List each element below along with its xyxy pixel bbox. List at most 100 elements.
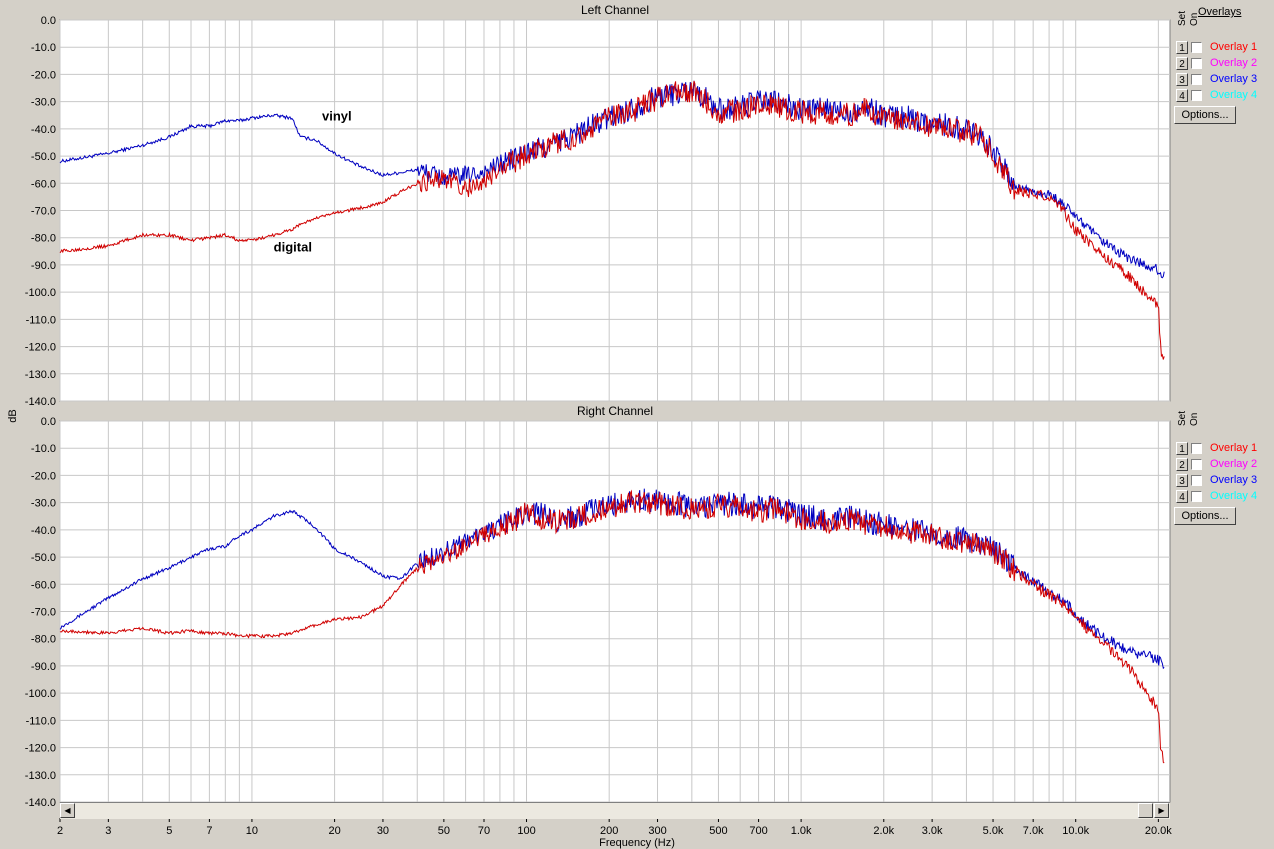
- y-tick-label: -130.0: [25, 369, 56, 381]
- overlay-on-checkbox[interactable]: [1191, 459, 1202, 470]
- overlay-set-button[interactable]: 3: [1176, 474, 1188, 487]
- x-tick-label: 2: [57, 825, 63, 837]
- x-tick-label: 7.0k: [1023, 825, 1044, 837]
- chart-title: Left Channel: [581, 3, 649, 17]
- y-tick-label: -80.0: [31, 233, 56, 245]
- y-tick-label: -50.0: [31, 151, 56, 163]
- y-tick-label: -40.0: [31, 525, 56, 537]
- series-line: [59, 80, 1165, 360]
- y-tick-label: -50.0: [31, 552, 56, 564]
- x-tick-label: 100: [517, 825, 535, 837]
- y-tick-label: -100.0: [25, 287, 56, 299]
- overlay-label: Overlay 2: [1210, 57, 1258, 69]
- x-tick-label: 3.0k: [922, 825, 943, 837]
- overlay-row-2: 2 Overlay 2: [1176, 57, 1272, 72]
- overlay-set-button[interactable]: 4: [1176, 490, 1188, 503]
- x-tick-label: 20.0k: [1145, 825, 1172, 837]
- overlay-set-button[interactable]: 2: [1176, 57, 1188, 70]
- y-tick-label: -30.0: [31, 498, 56, 510]
- overlay-header: Set On: [1172, 404, 1272, 444]
- overlay-label: Overlay 3: [1210, 73, 1258, 85]
- x-tick-label: 200: [600, 825, 618, 837]
- x-tick-label: 30: [377, 825, 389, 837]
- left-channel-panel: 0.0 -10.0 -20.0 -30.0 -40.0 -50.0 -60.0 -70.0 -8…: [25, 3, 1171, 408]
- y-tick-label: -140.0: [25, 797, 56, 809]
- x-tick-label: 70: [478, 825, 490, 837]
- overlay-on-checkbox[interactable]: [1191, 475, 1202, 486]
- chart-title: Right Channel: [577, 404, 653, 418]
- options-button[interactable]: Options...: [1174, 507, 1236, 525]
- x-axis-label: Frequency (Hz): [599, 837, 675, 849]
- overlay-row-4: 4 Overlay 4: [1176, 490, 1272, 505]
- overlay-on-checkbox[interactable]: [1191, 74, 1202, 85]
- overlay-on-checkbox[interactable]: [1191, 42, 1202, 53]
- overlay-header: Set On Overlays: [1172, 4, 1272, 44]
- y-tick-label: -80.0: [31, 634, 56, 646]
- overlay-row-4: 4 Overlay 4: [1176, 89, 1272, 104]
- overlay-label: Overlay 4: [1210, 490, 1258, 502]
- arrow-left-icon: ◀: [64, 806, 71, 815]
- y-axis-label: dB: [7, 409, 19, 422]
- overlay-label: Overlay 2: [1210, 458, 1258, 470]
- y-tick-label: -30.0: [31, 97, 56, 109]
- x-tick-label: 2.0k: [873, 825, 894, 837]
- overlay-set-button[interactable]: 2: [1176, 458, 1188, 471]
- overlay-on-checkbox[interactable]: [1191, 491, 1202, 502]
- overlay-on-checkbox[interactable]: [1191, 90, 1202, 101]
- scroll-left-button[interactable]: ◀: [60, 803, 75, 818]
- overlay-row-1: 1 Overlay 1: [1176, 41, 1272, 56]
- y-tick-label: -120.0: [25, 743, 56, 755]
- overlay-on-checkbox[interactable]: [1191, 443, 1202, 454]
- y-tick-label: -40.0: [31, 124, 56, 136]
- scroll-thumb[interactable]: [1138, 803, 1153, 818]
- on-header: On: [1189, 412, 1200, 426]
- arrow-right-icon: ▶: [1158, 806, 1165, 815]
- annotation: vinyl: [322, 109, 352, 124]
- overlay-label: Overlay 4: [1210, 89, 1258, 101]
- right-channel-panel: 0.0 -10.0 -20.0 -30.0 -40.0 -50.0 -60.0 -70.0 -8…: [25, 404, 1171, 809]
- y-tick-label: 0.0: [41, 416, 56, 428]
- x-tick-label: 700: [749, 825, 767, 837]
- overlay-row-2: 2 Overlay 2: [1176, 458, 1272, 473]
- y-tick-label: -100.0: [25, 688, 56, 700]
- y-tick-label: -20.0: [31, 69, 56, 81]
- series-line: [59, 488, 1165, 670]
- overlay-row-3: 3 Overlay 3: [1176, 73, 1272, 88]
- overlay-on-checkbox[interactable]: [1191, 58, 1202, 69]
- overlay-set-button[interactable]: 4: [1176, 89, 1188, 102]
- x-tick-label: 50: [438, 825, 450, 837]
- x-tick-label: 300: [648, 825, 666, 837]
- x-tick-label: 5: [166, 825, 172, 837]
- x-tick-label: 10.0k: [1062, 825, 1089, 837]
- overlay-label: Overlay 1: [1210, 41, 1258, 53]
- overlay-label: Overlay 1: [1210, 442, 1258, 454]
- horizontal-scrollbar[interactable]: ◀ ▶: [60, 802, 1170, 819]
- x-tick-label: 7: [206, 825, 212, 837]
- y-tick-label: -140.0: [25, 396, 56, 408]
- y-tick-label: -110.0: [26, 314, 56, 326]
- y-tick-label: -90.0: [31, 260, 56, 272]
- y-tick-label: -10.0: [31, 443, 56, 455]
- y-tick-label: -10.0: [31, 42, 56, 54]
- x-tick-label: 10: [246, 825, 258, 837]
- overlays-header: Overlays: [1198, 6, 1242, 18]
- overlay-set-button[interactable]: 1: [1176, 442, 1188, 455]
- options-button[interactable]: Options...: [1174, 106, 1236, 124]
- y-tick-label: -110.0: [26, 715, 56, 727]
- overlay-row-3: 3 Overlay 3: [1176, 474, 1272, 489]
- y-tick-label: -20.0: [31, 470, 56, 482]
- overlay-set-button[interactable]: 1: [1176, 41, 1188, 54]
- overlay-set-button[interactable]: 3: [1176, 73, 1188, 86]
- annotation: digital: [274, 239, 312, 254]
- y-tick-label: -60.0: [31, 178, 56, 190]
- y-tick-label: 0.0: [41, 15, 56, 27]
- y-tick-label: -60.0: [31, 579, 56, 591]
- y-tick-label: -130.0: [25, 770, 56, 782]
- x-tick-label: 3: [105, 825, 111, 837]
- set-header: Set: [1177, 10, 1188, 26]
- scroll-right-button[interactable]: ▶: [1154, 803, 1169, 818]
- x-tick-label: 500: [709, 825, 727, 837]
- set-header: Set: [1177, 410, 1188, 426]
- y-tick-label: -70.0: [31, 206, 56, 218]
- series-line: [59, 489, 1165, 764]
